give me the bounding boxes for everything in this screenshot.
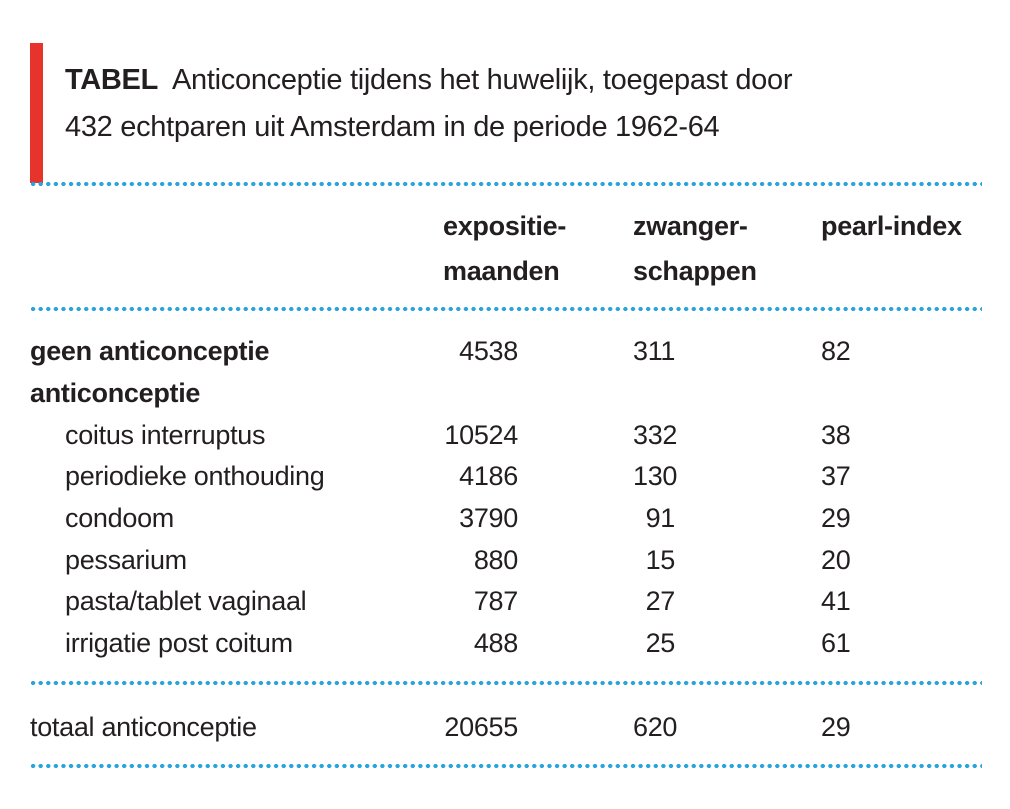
caption-title-line2: 432 echtparen uit Amsterdam in de period… <box>65 111 720 143</box>
total-zwangerschappen: 620 <box>633 711 678 742</box>
table-row: pasta/tablet vaginaal 787 27 41 <box>30 581 982 623</box>
table-row: irrigatie post coitum 488 25 61 <box>30 623 982 665</box>
total-expositiemaanden: 20655 <box>444 711 518 742</box>
header-spacer <box>30 204 443 294</box>
row-label: anticonceptie <box>30 378 201 409</box>
table-kicker: TABEL <box>65 64 159 96</box>
column-header-zwangerschappen: zwanger- schappen <box>633 211 757 286</box>
dotted-divider-above-total <box>30 680 982 686</box>
cell-pearl-index: 82 <box>821 336 851 367</box>
cell-expositiemaanden: 4186 <box>459 461 518 492</box>
cell-expositiemaanden: 787 <box>473 586 518 617</box>
row-label: geen anticonceptie <box>30 336 270 367</box>
cell-expositiemaanden: 488 <box>473 628 518 659</box>
column-header-expositiemaanden: expositie- maanden <box>443 211 567 286</box>
dotted-divider-bottom <box>30 763 982 769</box>
cell-pearl-index: 38 <box>821 419 851 450</box>
cell-expositiemaanden: 3790 <box>459 503 518 534</box>
cell-pearl-index: 37 <box>821 461 851 492</box>
table-total-row: totaal anticonceptie 20655 620 29 <box>30 706 982 748</box>
cell-expositiemaanden: 880 <box>473 544 518 575</box>
dotted-divider-top <box>30 181 982 187</box>
table-body: geen anticonceptie 4538 311 82 anticonce… <box>30 331 982 665</box>
cell-pearl-index: 41 <box>821 586 851 617</box>
caption-line-1: TABEL Anticonceptie tijdens het huwelijk,… <box>65 57 793 104</box>
total-pearl-index: 29 <box>821 711 851 742</box>
table-row: pessarium 880 15 20 <box>30 539 982 581</box>
row-label: pasta/tablet vaginaal <box>65 586 307 617</box>
cell-zwangerschappen: 91 <box>645 503 676 534</box>
table-row: geen anticonceptie 4538 311 82 <box>30 331 982 373</box>
row-label: pessarium <box>65 544 187 575</box>
cell-expositiemaanden: 4538 <box>459 336 518 367</box>
cell-zwangerschappen: 15 <box>645 544 676 575</box>
row-label: periodieke onthouding <box>65 461 325 492</box>
column-header-pearl-index: pearl-index <box>821 211 962 241</box>
red-accent-bar <box>30 43 43 183</box>
table-caption: TABEL Anticonceptie tijdens het huwelijk,… <box>65 57 793 151</box>
cell-pearl-index: 29 <box>821 503 851 534</box>
table-row: periodieke onthouding 4186 130 37 <box>30 456 982 498</box>
cell-zwangerschappen: 332 <box>633 419 678 450</box>
cell-pearl-index: 61 <box>821 628 851 659</box>
table-row: condoom 3790 91 29 <box>30 498 982 540</box>
dotted-divider-header <box>30 306 982 312</box>
row-label: coitus interruptus <box>65 419 266 450</box>
cell-zwangerschappen: 130 <box>633 461 678 492</box>
caption-title-line1: Anticonceptie tijdens het huwelijk, toeg… <box>172 64 793 96</box>
row-label: condoom <box>65 503 174 534</box>
cell-expositiemaanden: 10524 <box>444 419 518 450</box>
cell-zwangerschappen: 25 <box>645 628 676 659</box>
table-row: anticonceptie <box>30 373 982 415</box>
cell-pearl-index: 20 <box>821 544 851 575</box>
table-header-row: expositie- maanden zwanger- schappen pea… <box>30 204 982 294</box>
cell-zwangerschappen: 311 <box>633 336 676 367</box>
cell-zwangerschappen: 27 <box>645 586 676 617</box>
row-label: irrigatie post coitum <box>65 628 293 659</box>
total-row-label: totaal anticonceptie <box>30 711 257 742</box>
table-row: coitus interruptus 10524 332 38 <box>30 414 982 456</box>
